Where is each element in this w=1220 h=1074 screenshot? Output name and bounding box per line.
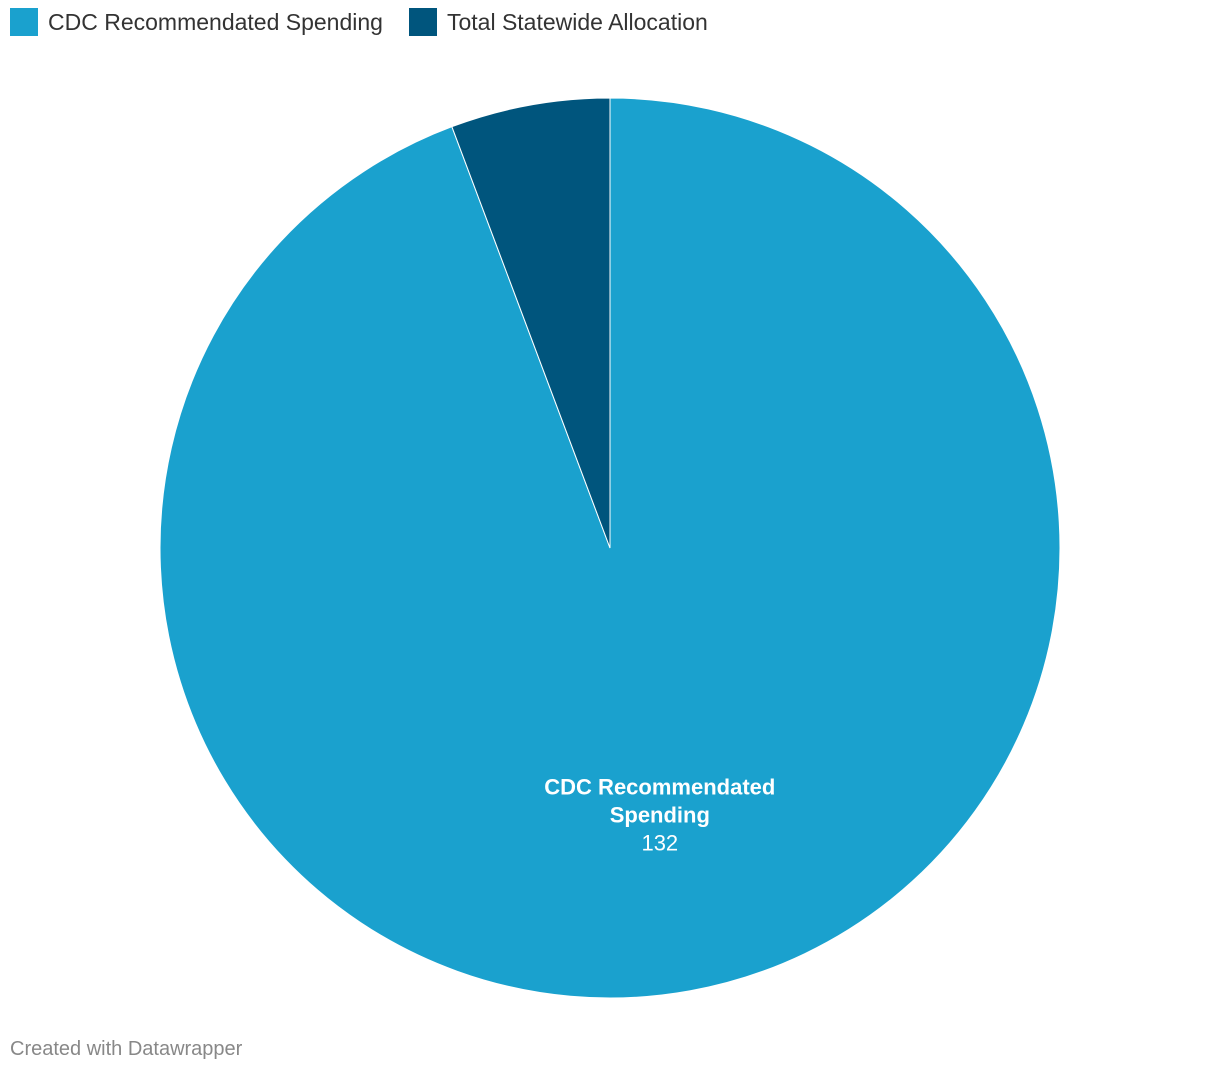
slice-label-name-line: Spending	[610, 803, 710, 828]
legend-label-cdc: CDC Recommendated Spending	[48, 8, 383, 35]
legend-swatch-statewide	[408, 8, 437, 36]
legend-swatch-cdc	[10, 8, 38, 36]
slice-label-name-line: CDC Recommendated	[544, 775, 775, 800]
credit-footer: Created with Datawrapper	[10, 1038, 243, 1060]
legend-item-total-statewide-allocation: Total Statewide Allocation	[408, 8, 708, 36]
legend: CDC Recommendated Spending Total Statewi…	[10, 8, 708, 36]
slice-label-value: 132	[641, 831, 678, 856]
legend-label-statewide: Total Statewide Allocation	[446, 8, 708, 35]
slice-label-group: CDC Recommendated Spending 132	[544, 775, 775, 856]
pie-slice-total-statewide-allocation	[451, 97, 611, 549]
legend-item-cdc-recommendated-spending: CDC Recommendated Spending	[10, 8, 383, 36]
